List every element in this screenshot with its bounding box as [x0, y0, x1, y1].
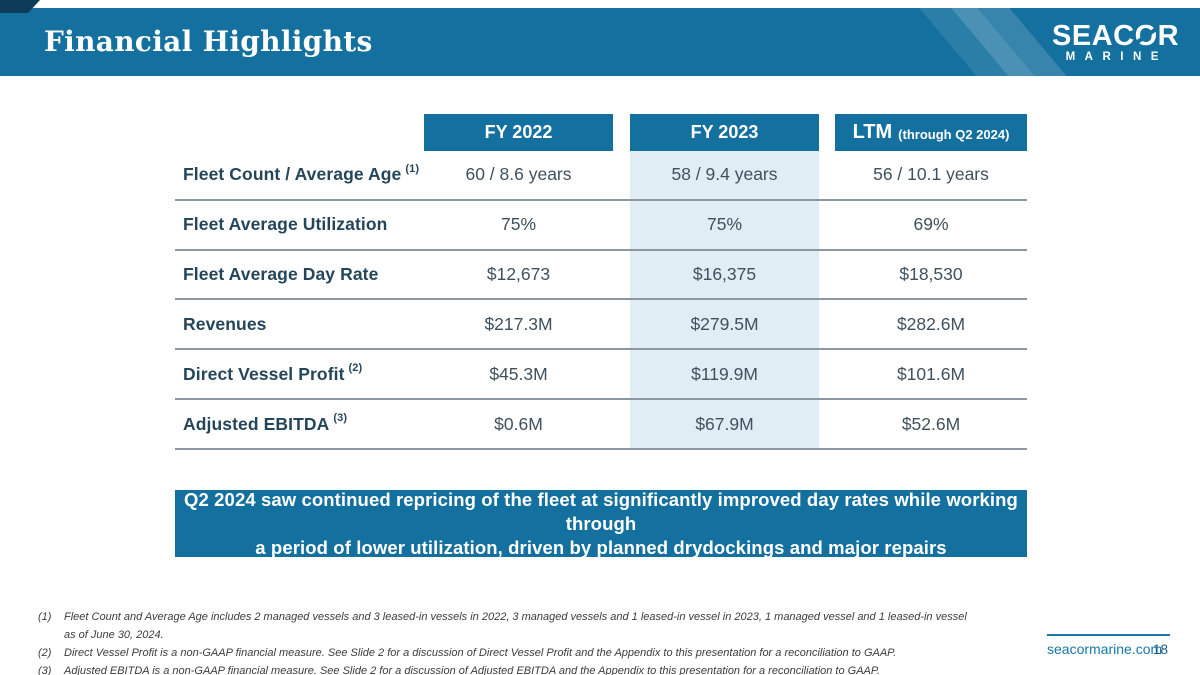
column-header-fy2022: FY 2022 [424, 114, 613, 151]
cell-fy2022: $0.6M [494, 413, 543, 434]
seacor-marine-logo: SEACOR MARINE [1052, 20, 1179, 64]
cell-fy2023: $67.9M [695, 413, 754, 434]
footnote-number: (2) [38, 647, 52, 659]
callout-line-2: a period of lower utilization, driven by… [255, 536, 947, 558]
footnote-ref: (3) [333, 412, 348, 425]
cell-fy2023: $279.5M [690, 313, 759, 334]
website-link[interactable]: seacormarine.com [1047, 641, 1163, 657]
page-number: 18 [1153, 642, 1169, 657]
cell-fy2023: 58 / 9.4 years [671, 164, 778, 185]
logo-text-right: R [1157, 20, 1180, 52]
footer-divider [1047, 634, 1170, 636]
logo-text-left: SEAC [1052, 20, 1135, 52]
footnote-ref: (1) [405, 162, 420, 175]
row-label-text: Fleet Average Utilization [183, 214, 388, 235]
row-label: Fleet Count / Average Age (1) [183, 151, 419, 199]
cell-ltm: $101.6M [896, 363, 966, 384]
logo-wordmark: SEACOR [1052, 20, 1179, 52]
table-row-utilization: Fleet Average Utilization 75% 75% 69% [175, 201, 1027, 251]
cell-fy2022: $217.3M [484, 313, 553, 334]
column-sublabel: (through Q2 2024) [898, 126, 1010, 142]
footnote-number: (1) [38, 611, 52, 623]
footnote-1: (1) Fleet Count and Average Age includes… [38, 608, 978, 644]
column-label: FY 2023 [690, 122, 759, 142]
fy2023-highlight-column [630, 151, 819, 450]
footnote-3: (3) Adjusted EBITDA is a non-GAAP financ… [38, 662, 978, 675]
header-bar: Financial Highlights SEACOR MARINE [0, 8, 1200, 76]
table-row-direct-vessel-profit: Direct Vessel Profit (2) $45.3M $119.9M $… [175, 350, 1027, 401]
table-row-revenues: Revenues $217.3M $279.5M $282.6M [175, 300, 1027, 351]
row-label-text: Fleet Average Day Rate [183, 264, 379, 285]
cell-fy2023: $16,375 [692, 264, 757, 285]
corner-accent [0, 0, 40, 13]
footnote-2: (2) Direct Vessel Profit is a non-GAAP f… [38, 644, 978, 662]
row-label: Direct Vessel Profit (2) [183, 350, 362, 398]
column-label: FY 2022 [484, 122, 553, 142]
page-title: Financial Highlights [44, 25, 373, 58]
cell-fy2022: 60 / 8.6 years [465, 164, 572, 185]
footnote-number: (3) [38, 665, 52, 675]
logo-propeller-o-icon: O [1134, 20, 1158, 52]
row-label: Adjusted EBITDA (3) [183, 400, 347, 448]
cell-fy2022: 75% [500, 214, 537, 235]
footnotes: (1) Fleet Count and Average Age includes… [38, 608, 978, 675]
footnote-text: Direct Vessel Profit is a non-GAAP finan… [64, 647, 897, 659]
callout-line-1: Q2 2024 saw continued repricing of the f… [184, 488, 1018, 534]
cell-fy2023: 75% [706, 214, 743, 235]
row-label: Revenues [183, 300, 266, 348]
table-row-adjusted-ebitda: Adjusted EBITDA (3) $0.6M $67.9M $52.6M [175, 400, 1027, 450]
cell-ltm: $52.6M [901, 413, 961, 434]
row-label-text: Direct Vessel Profit [183, 363, 345, 384]
row-label-text: Revenues [183, 313, 267, 334]
logo-subtitle: MARINE [1065, 51, 1168, 63]
row-label: Fleet Average Day Rate [183, 251, 378, 299]
cell-ltm: $282.6M [896, 313, 966, 334]
financial-table: Fleet Count / Average Age (1) 60 / 8.6 ye… [175, 151, 1027, 450]
footnote-text: Fleet Count and Average Age includes 2 m… [64, 611, 967, 641]
cell-ltm: 69% [913, 214, 949, 235]
footnote-ref: (2) [348, 362, 363, 375]
summary-callout: Q2 2024 saw continued repricing of the f… [175, 488, 1027, 558]
cell-fy2022: $12,673 [486, 264, 551, 285]
cell-ltm: $18,530 [899, 264, 963, 285]
footnote-text: Adjusted EBITDA is a non-GAAP financial … [64, 665, 880, 675]
table-row-day-rate: Fleet Average Day Rate $12,673 $16,375 $… [175, 251, 1027, 301]
row-label-text: Fleet Count / Average Age [183, 164, 402, 185]
cell-fy2023: $119.9M [691, 363, 758, 384]
column-label: LTM [852, 121, 893, 143]
row-label-text: Adjusted EBITDA [183, 413, 330, 434]
column-header-fy2023: FY 2023 [630, 114, 819, 151]
table-row-fleet-count: Fleet Count / Average Age (1) 60 / 8.6 ye… [175, 151, 1027, 201]
cell-fy2022: $45.3M [489, 363, 548, 384]
cell-ltm: 56 / 10.1 years [873, 164, 989, 185]
row-label: Fleet Average Utilization [183, 201, 387, 249]
column-header-ltm: LTM (through Q2 2024) [835, 114, 1027, 151]
